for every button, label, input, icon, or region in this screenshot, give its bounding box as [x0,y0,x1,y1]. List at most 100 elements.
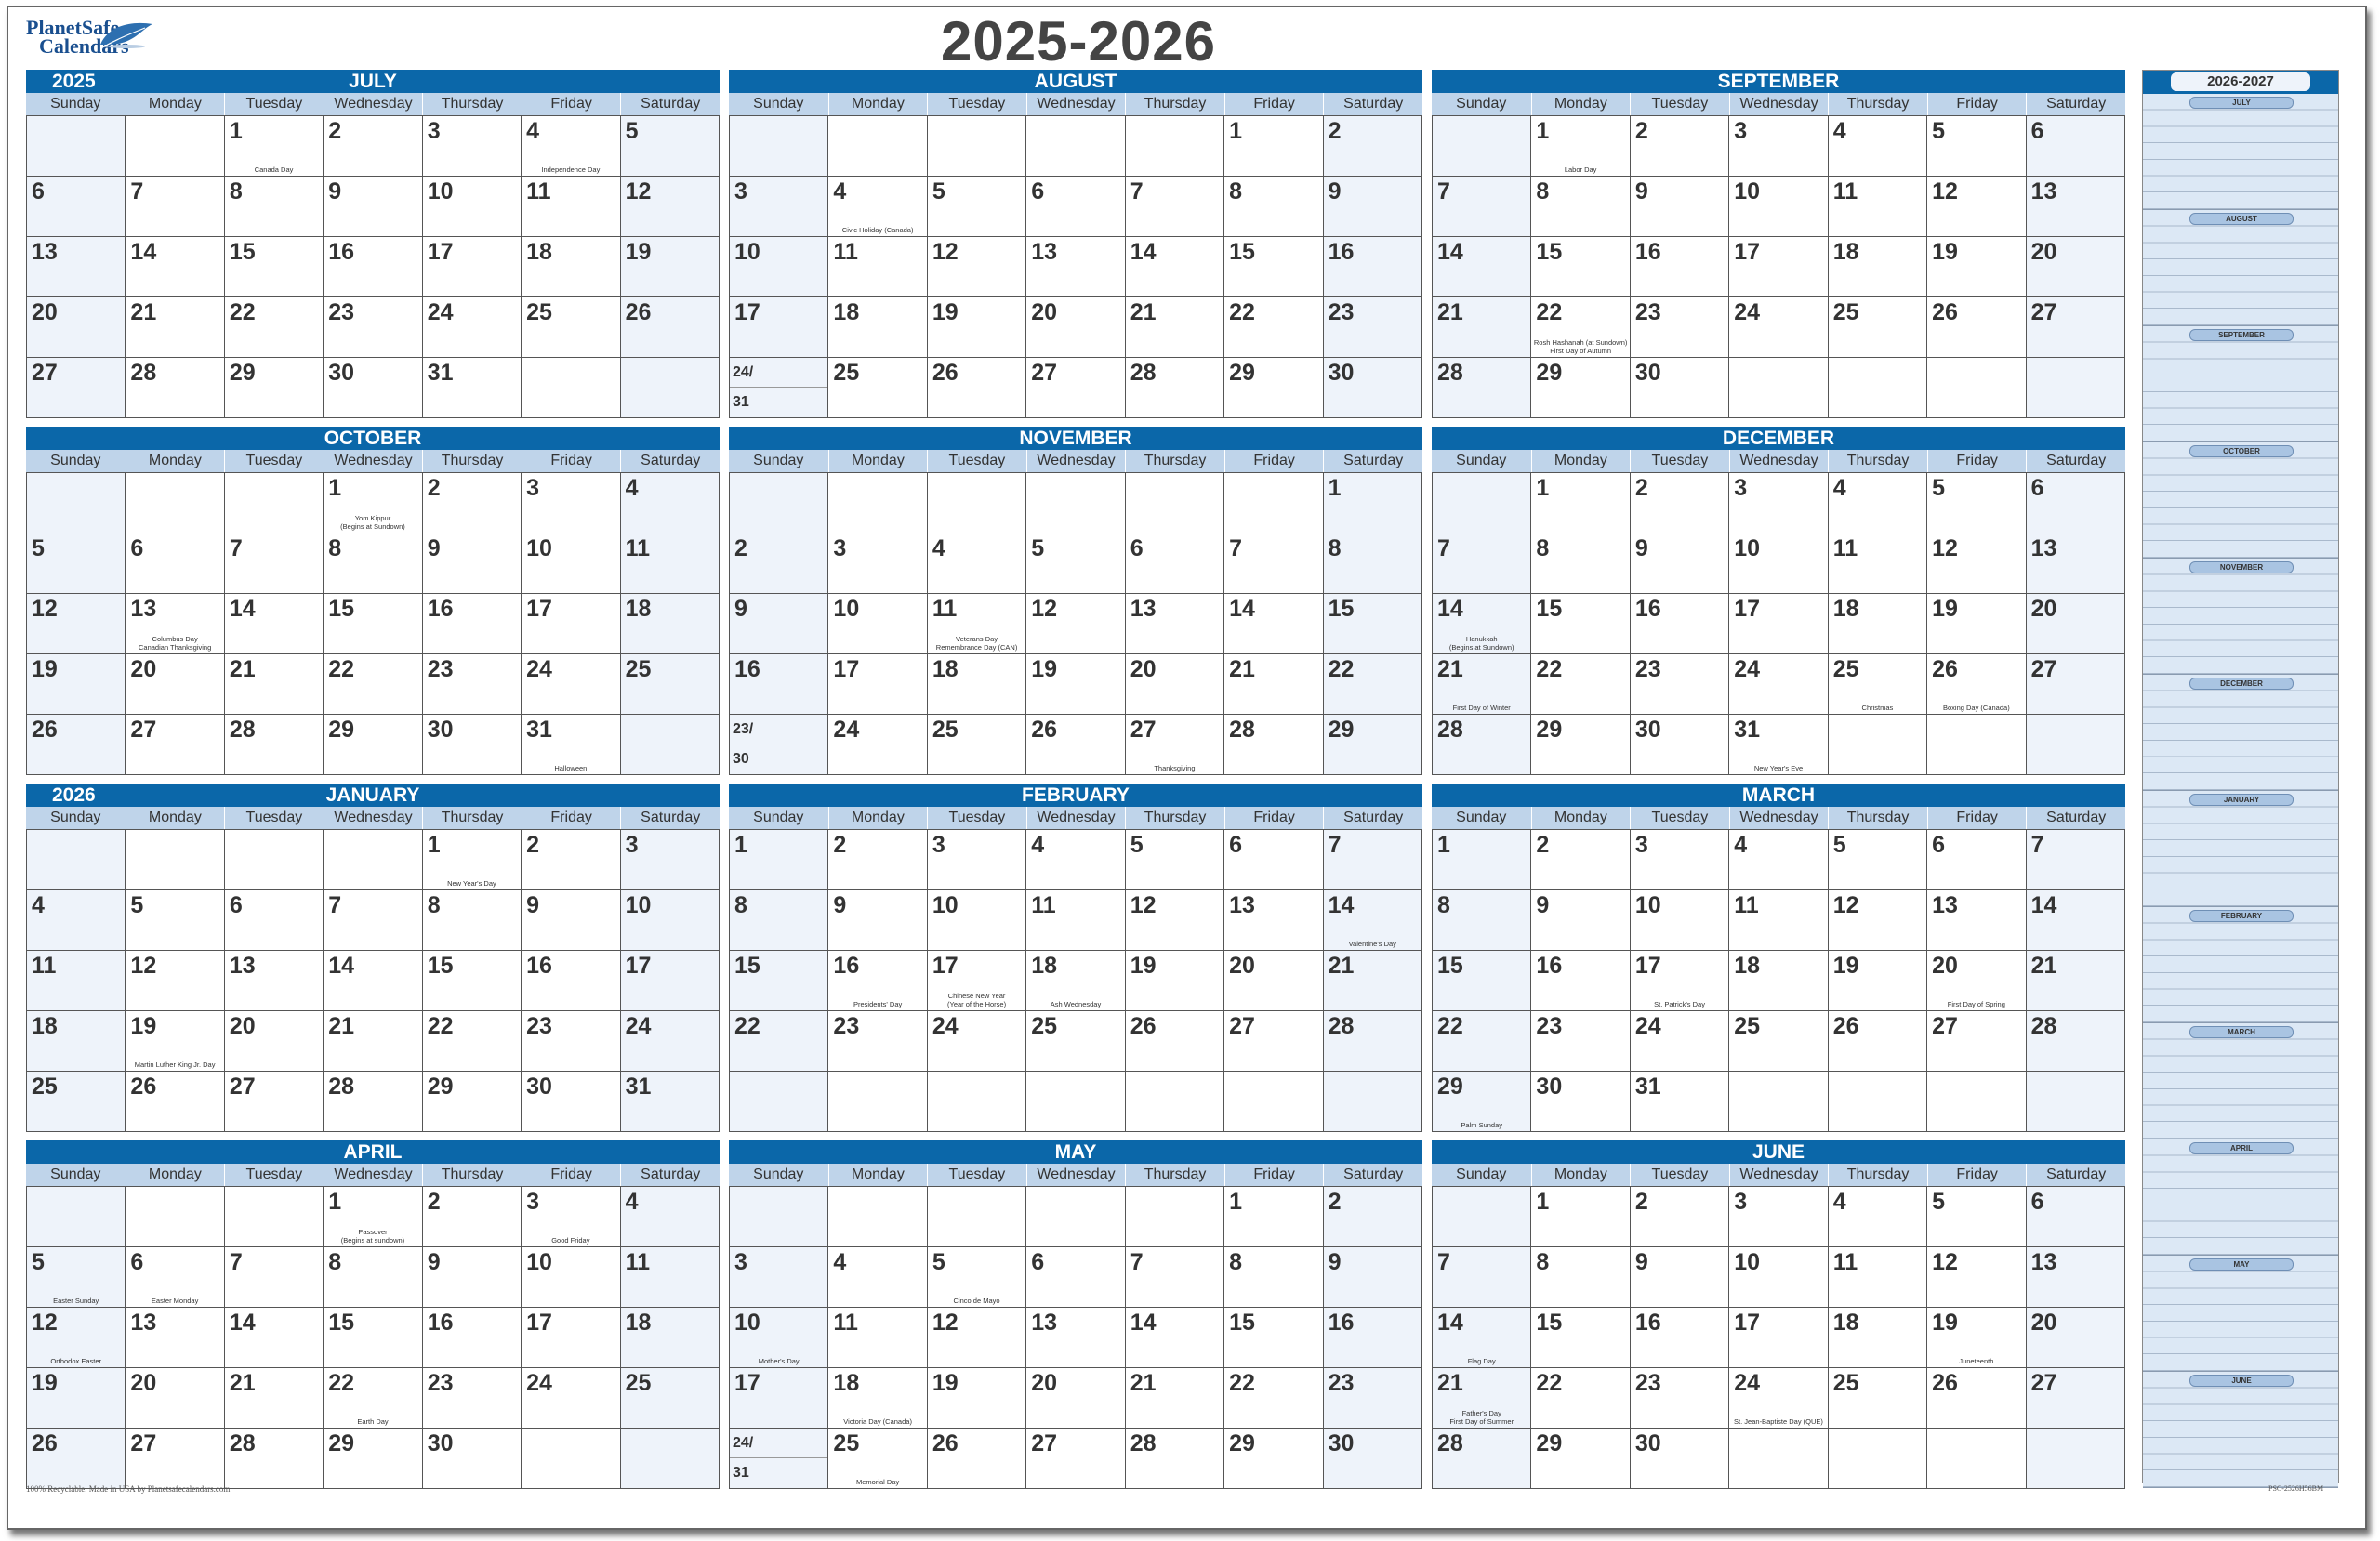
day-cell[interactable]: 29 Palm Sunday [1433,1071,1532,1131]
day-cell[interactable]: 29 [324,1428,423,1488]
day-cell[interactable]: 3 Good Friday [522,1186,621,1246]
day-cell[interactable]: 9 [1323,1246,1422,1307]
day-cell[interactable]: 29 [1531,714,1631,774]
day-cell[interactable]: 26 Boxing Day (Canada) [1927,653,2027,714]
day-cell[interactable]: 21 [1224,653,1324,714]
day-cell[interactable]: 22 [1224,1367,1324,1428]
day-cell[interactable]: 20 [1224,950,1324,1010]
day-cell[interactable]: 12 [927,236,1027,296]
day-cell[interactable]: 25 [620,1367,720,1428]
day-cell[interactable]: 13 [126,1307,225,1367]
day-cell[interactable]: 2 [422,472,522,533]
day-cell[interactable]: 5 Cinco de Mayo [927,1246,1027,1307]
day-cell[interactable]: 24 [1729,653,1829,714]
day-cell[interactable]: 9 [522,889,621,950]
day-cell[interactable]: 18 [1729,950,1829,1010]
day-cell[interactable]: 8 [730,889,829,950]
day-cell[interactable]: 19 [27,653,126,714]
day-cell[interactable]: 18 [927,653,1027,714]
day-cell[interactable]: 25 [522,296,621,357]
day-cell[interactable]: 20 [2026,236,2125,296]
day-cell[interactable]: 21 [324,1010,423,1071]
day-cell[interactable]: 30 [1323,1428,1422,1488]
day-cell[interactable]: 3 [1630,829,1730,889]
day-cell[interactable]: 9 [828,889,928,950]
day-cell[interactable]: 18 [522,236,621,296]
day-cell[interactable]: 11 [27,950,126,1010]
day-cell[interactable]: 13 [224,950,324,1010]
day-cell[interactable]: 19 [1828,950,1928,1010]
day-cell[interactable]: 8 [1531,176,1631,236]
day-cell[interactable]: 4 [1828,1186,1928,1246]
day-cell[interactable]: 9 [1630,176,1730,236]
day-cell[interactable]: 8 [324,533,423,593]
day-cell[interactable]: 24 [522,653,621,714]
day-cell[interactable]: 30 [522,1071,621,1131]
day-cell[interactable]: 27 Thanksgiving [1125,714,1225,774]
day-cell[interactable]: 12 [27,593,126,653]
day-cell[interactable]: 13 [1927,889,2027,950]
day-cell[interactable]: 25 Memorial Day [828,1428,928,1488]
day-cell[interactable]: 2 [422,1186,522,1246]
day-cell[interactable]: 21 [224,653,324,714]
day-cell[interactable]: 22 Earth Day [324,1367,423,1428]
day-cell[interactable]: 25 [927,714,1027,774]
day-cell[interactable]: 27 [2026,296,2125,357]
day-cell[interactable]: 10 [1630,889,1730,950]
day-cell[interactable]: 23 [1630,653,1730,714]
day-cell[interactable]: 13 [2026,176,2125,236]
day-cell[interactable]: 19 Martin Luther King Jr. Day [126,1010,225,1071]
day-cell[interactable]: 4 Civic Holiday (Canada) [828,176,928,236]
day-cell[interactable]: 19 [927,296,1027,357]
day-cell[interactable]: 12 [927,1307,1027,1367]
day-cell[interactable]: 11 [620,533,720,593]
day-cell[interactable]: 14 [1125,1307,1225,1367]
day-cell[interactable]: 20 [1026,1367,1126,1428]
day-cell[interactable]: 6 [1125,533,1225,593]
day-cell[interactable]: 20 [2026,1307,2125,1367]
day-cell[interactable]: 29 [422,1071,522,1131]
day-cell[interactable]: 17 [522,593,621,653]
day-cell[interactable]: 16 [1323,236,1422,296]
day-cell[interactable]: 12 [126,950,225,1010]
day-cell[interactable]: 27 [126,714,225,774]
day-cell[interactable]: 15 [1323,593,1422,653]
day-cell[interactable]: 6 [1026,176,1126,236]
day-cell[interactable]: 3 [620,829,720,889]
day-cell[interactable]: 11 [620,1246,720,1307]
day-cell[interactable]: 23 [1323,296,1422,357]
day-cell[interactable]: 15 [324,593,423,653]
day-cell[interactable]: 21 Father's Day First Day of Summer [1433,1367,1532,1428]
day-cell[interactable]: 19 [1125,950,1225,1010]
day-cell[interactable]: 6 [1927,829,2027,889]
day-cell[interactable]: 26 [1026,714,1126,774]
day-cell[interactable]: 12 [620,176,720,236]
day-cell[interactable]: 24 St. Jean-Baptiste Day (QUE) [1729,1367,1829,1428]
day-cell[interactable]: 11 [522,176,621,236]
day-cell[interactable]: 18 [828,296,928,357]
day-cell[interactable]: 23 [422,653,522,714]
day-cell[interactable]: 16 [1531,950,1631,1010]
day-cell[interactable]: 5 [1927,115,2027,176]
day-cell[interactable]: 28 [126,357,225,417]
day-cell[interactable]: 5 [126,889,225,950]
day-cell[interactable]: 31 [1630,1071,1730,1131]
day-cell[interactable]: 28 [224,714,324,774]
day-cell[interactable]: 17 [730,1367,829,1428]
day-cell[interactable]: 26 [927,357,1027,417]
day-cell[interactable]: 5 [1026,533,1126,593]
day-cell[interactable]: 22 [422,1010,522,1071]
day-cell[interactable]: 28 [2026,1010,2125,1071]
day-cell[interactable]: 21 [126,296,225,357]
day-cell[interactable]: 24 [1630,1010,1730,1071]
day-cell[interactable]: 30 [1531,1071,1631,1131]
day-cell[interactable]: 22 [1323,653,1422,714]
day-cell[interactable]: 27 [2026,1367,2125,1428]
day-cell[interactable]: 23/30 [730,714,829,774]
day-cell[interactable]: 13 [1026,236,1126,296]
day-cell[interactable]: 21 [1323,950,1422,1010]
day-cell[interactable]: 18 [1828,236,1928,296]
day-cell[interactable]: 30 [1630,1428,1730,1488]
day-cell[interactable]: 9 [324,176,423,236]
day-cell[interactable]: 22 [730,1010,829,1071]
